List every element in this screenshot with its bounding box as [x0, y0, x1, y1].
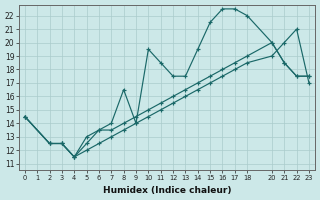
X-axis label: Humidex (Indice chaleur): Humidex (Indice chaleur)	[103, 186, 231, 195]
